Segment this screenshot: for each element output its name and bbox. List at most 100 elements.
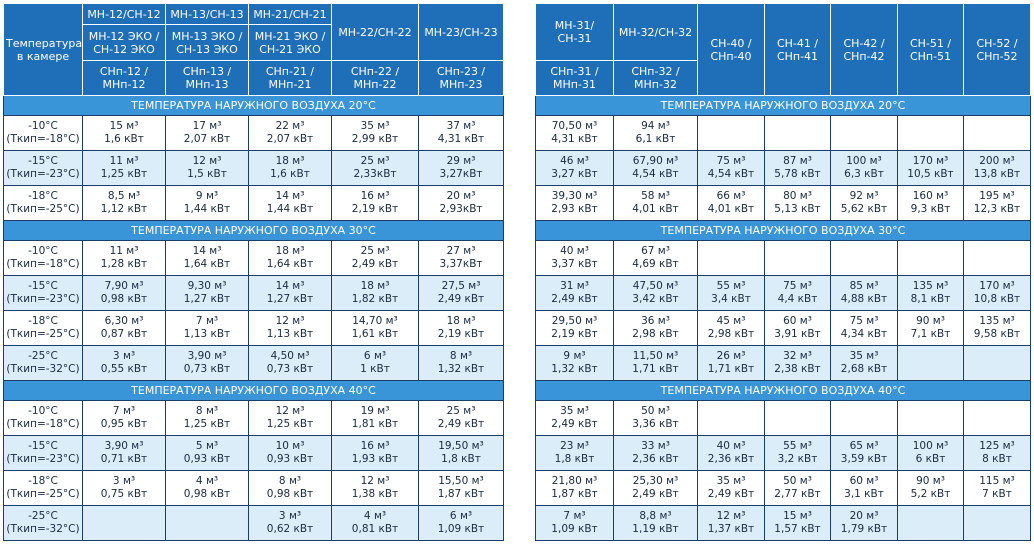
power: 5,78 кВт bbox=[774, 168, 821, 180]
value-cell: 33 м³ 2,36 кВт bbox=[613, 435, 698, 471]
tkip: (Ткип=-23°С) bbox=[6, 453, 80, 465]
value-cell: 85 м³ 4,88 кВт bbox=[830, 275, 898, 311]
volume: 4 м³ bbox=[195, 475, 219, 487]
volume: 60 м³ bbox=[849, 475, 879, 487]
volume: 8 м³ bbox=[195, 405, 219, 417]
power: 1,27 кВт bbox=[266, 293, 314, 305]
volume: 15 м³ bbox=[109, 120, 139, 132]
power: 4,88 кВт bbox=[840, 293, 888, 305]
temp-cell: -10°С (Ткип=-18°С) bbox=[3, 115, 83, 151]
model-header: СН-40 / СНп-40 bbox=[697, 3, 765, 96]
temp-cell: -10°С (Ткип=-18°С) bbox=[3, 240, 83, 276]
data-row: 31 м³ 2,49 кВт 47,50 м³ 3,42 кВт 55 м³ 3,4 кВ… bbox=[535, 275, 1031, 311]
volume: 35 м³ bbox=[560, 405, 589, 417]
value-cell: 90 м³ 5,2 кВт bbox=[897, 470, 964, 506]
power: 10,5 кВт bbox=[907, 168, 954, 180]
value-cell: 75 м³ 4,34 кВт bbox=[830, 310, 898, 346]
power: 0,62 кВт bbox=[266, 523, 314, 535]
value-cell: 35 м³ 2,49 кВт bbox=[535, 400, 614, 436]
data-row: -18°С (Ткип=-25°С) 3 м³ 0,75 кВт 4 м³ 0,98 кВ… bbox=[3, 470, 504, 506]
model-header: СНп-12 / МНп-12 bbox=[82, 60, 166, 96]
power: 4,54 кВт bbox=[707, 168, 755, 180]
power: 5,2 кВт bbox=[910, 488, 951, 500]
power: 6,3 кВт bbox=[844, 168, 884, 180]
section-row: ТЕМПЕРАТУРА НАРУЖНОГО ВОЗДУХА 20°С bbox=[535, 95, 1031, 116]
value-cell: 195 м³ 12,3 кВт bbox=[963, 185, 1031, 221]
model-header: СН-51 / СНп-51 bbox=[897, 3, 964, 96]
value-cell: 40 м³ 2,36 кВт bbox=[697, 435, 765, 471]
volume: 60 м³ bbox=[783, 315, 812, 327]
value-cell: 11,50 м³ 1,71 кВт bbox=[613, 345, 698, 381]
value-cell: 7 м³ 1,09 кВт bbox=[535, 505, 614, 541]
power: 2,33кВт bbox=[353, 168, 397, 180]
volume: 170 м³ bbox=[912, 155, 949, 167]
value-cell: 29,50 м³ 2,19 кВт bbox=[535, 310, 614, 346]
header-row: СНп-31 / МНп-31 СНп-32 / МНп-32 bbox=[535, 60, 1031, 96]
power: 8,1 кВт bbox=[910, 293, 951, 305]
temp: -25°С bbox=[28, 510, 58, 522]
value-cell: 25 м³ 2,49 кВт bbox=[418, 400, 504, 436]
power: 1,93 кВт bbox=[351, 453, 399, 465]
power: 4,34 кВт bbox=[840, 328, 888, 340]
value-cell: 200 м³ 13,8 кВт bbox=[963, 150, 1031, 186]
volume: 170 м³ bbox=[979, 280, 1015, 292]
power: 5,13 кВт bbox=[774, 203, 821, 215]
power: 3,37кВт bbox=[439, 258, 483, 270]
power: 0,73 кВт bbox=[266, 363, 314, 375]
model-header: МН-13/СН-13 bbox=[165, 3, 249, 25]
volume: 16 м³ bbox=[360, 190, 390, 202]
value-cell: 9,30 м³ 1,27 кВт bbox=[165, 275, 249, 311]
power: 3,37 кВт bbox=[551, 258, 598, 270]
data-row: 35 м³ 2,49 кВт 50 м³ 3,36 кВт bbox=[535, 400, 1031, 436]
value-cell: 125 м³ 8 кВт bbox=[963, 435, 1031, 471]
power: 3,1 кВт bbox=[844, 488, 884, 500]
value-cell: 9 м³ 1,44 кВт bbox=[165, 185, 249, 221]
value-cell: 25,30 м³ 2,49 кВт bbox=[613, 470, 698, 506]
temp-cell: -25°С (Ткип=-32°С) bbox=[3, 345, 83, 381]
volume: 135 м³ bbox=[979, 315, 1015, 327]
power: 1,32 кВт bbox=[551, 363, 598, 375]
volume: 27,5 м³ bbox=[441, 280, 481, 292]
tkip: (Ткип=-18°С) bbox=[6, 133, 80, 145]
value-cell bbox=[764, 400, 831, 436]
power: 3,36 кВт bbox=[632, 418, 679, 430]
volume: 7 м³ bbox=[195, 315, 219, 327]
power: 1,87 кВт bbox=[437, 488, 485, 500]
volume: 85 м³ bbox=[849, 280, 879, 292]
volume: 12 м³ bbox=[716, 510, 746, 522]
volume: 3 м³ bbox=[112, 475, 136, 487]
model-header: СНп-22 / МНп-22 bbox=[331, 60, 419, 96]
power: 2,49 кВт bbox=[437, 293, 485, 305]
power: 1,8 кВт bbox=[441, 453, 481, 465]
power: 12,3 кВт bbox=[973, 203, 1021, 215]
data-row: 46 м³ 3,27 кВт 67,90 м³ 4,54 кВт 75 м³ 4,54 к… bbox=[535, 150, 1031, 186]
volume: 12 м³ bbox=[192, 155, 222, 167]
volume: 92 м³ bbox=[849, 190, 879, 202]
value-cell: 14 м³ 1,27 кВт bbox=[248, 275, 332, 311]
volume: 20 м³ bbox=[849, 510, 879, 522]
temp: -25°С bbox=[28, 350, 58, 362]
value-cell: 60 м³ 3,1 кВт bbox=[830, 470, 898, 506]
temp: -15°С bbox=[28, 155, 58, 167]
value-cell: 87 м³ 5,78 кВт bbox=[764, 150, 831, 186]
value-cell: 16 м³ 1,93 кВт bbox=[331, 435, 419, 471]
power: 3,2 кВт bbox=[777, 453, 818, 465]
power: 0,95 кВт bbox=[100, 418, 148, 430]
power: 8 кВт bbox=[982, 453, 1012, 465]
section-title: ТЕМПЕРАТУРА НАРУЖНОГО ВОЗДУХА 20°С bbox=[3, 95, 504, 116]
power: 0,87 кВт bbox=[100, 328, 148, 340]
power: 1,09 кВт bbox=[437, 523, 485, 535]
power: 3,42 кВт bbox=[632, 293, 679, 305]
power: 0,98 кВт bbox=[266, 488, 314, 500]
volume: 94 м³ bbox=[641, 120, 670, 132]
value-cell: 55 м³ 3,2 кВт bbox=[764, 435, 831, 471]
power: 1,38 кВт bbox=[351, 488, 399, 500]
power: 2,49 кВт bbox=[437, 418, 485, 430]
value-cell: 8,5 м³ 1,12 кВт bbox=[82, 185, 166, 221]
power: 1,71 кВт bbox=[632, 363, 679, 375]
value-cell: 170 м³ 10,8 кВт bbox=[963, 275, 1031, 311]
volume: 195 м³ bbox=[979, 190, 1015, 202]
value-cell: 58 м³ 4,01 кВт bbox=[613, 185, 698, 221]
power: 2,49 кВт bbox=[707, 488, 755, 500]
volume: 9,30 м³ bbox=[187, 280, 227, 292]
